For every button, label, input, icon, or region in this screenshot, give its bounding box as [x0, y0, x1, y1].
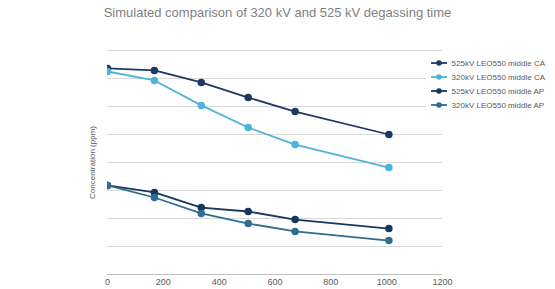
svg-text:0: 0: [105, 277, 110, 287]
html-text:320kV LEO550 middle CA: 320kV LEO550 middle CA: [451, 72, 545, 82]
svg-text:400: 400: [212, 277, 227, 287]
svg-text:200: 200: [156, 277, 171, 287]
svg-text:Concentration (ppm): Concentration (ppm): [88, 126, 97, 199]
html-text:320kV LEO550 middle AP: 320kV LEO550 middle AP: [451, 100, 545, 110]
html-text:525kV LEO550 middle AP: 525kV LEO550 middle AP: [451, 86, 545, 96]
html-text:525kV LEO550 middle CA: 525kV LEO550 middle CA: [451, 58, 545, 68]
html-text:Simulated comparison of 320 kV: Simulated comparison of 320 kV and 525 k…: [103, 5, 452, 20]
svg-text:800: 800: [323, 277, 338, 287]
svg-text:1200: 1200: [432, 277, 452, 287]
svg-text:1000: 1000: [377, 277, 397, 287]
svg-text:600: 600: [267, 277, 282, 287]
